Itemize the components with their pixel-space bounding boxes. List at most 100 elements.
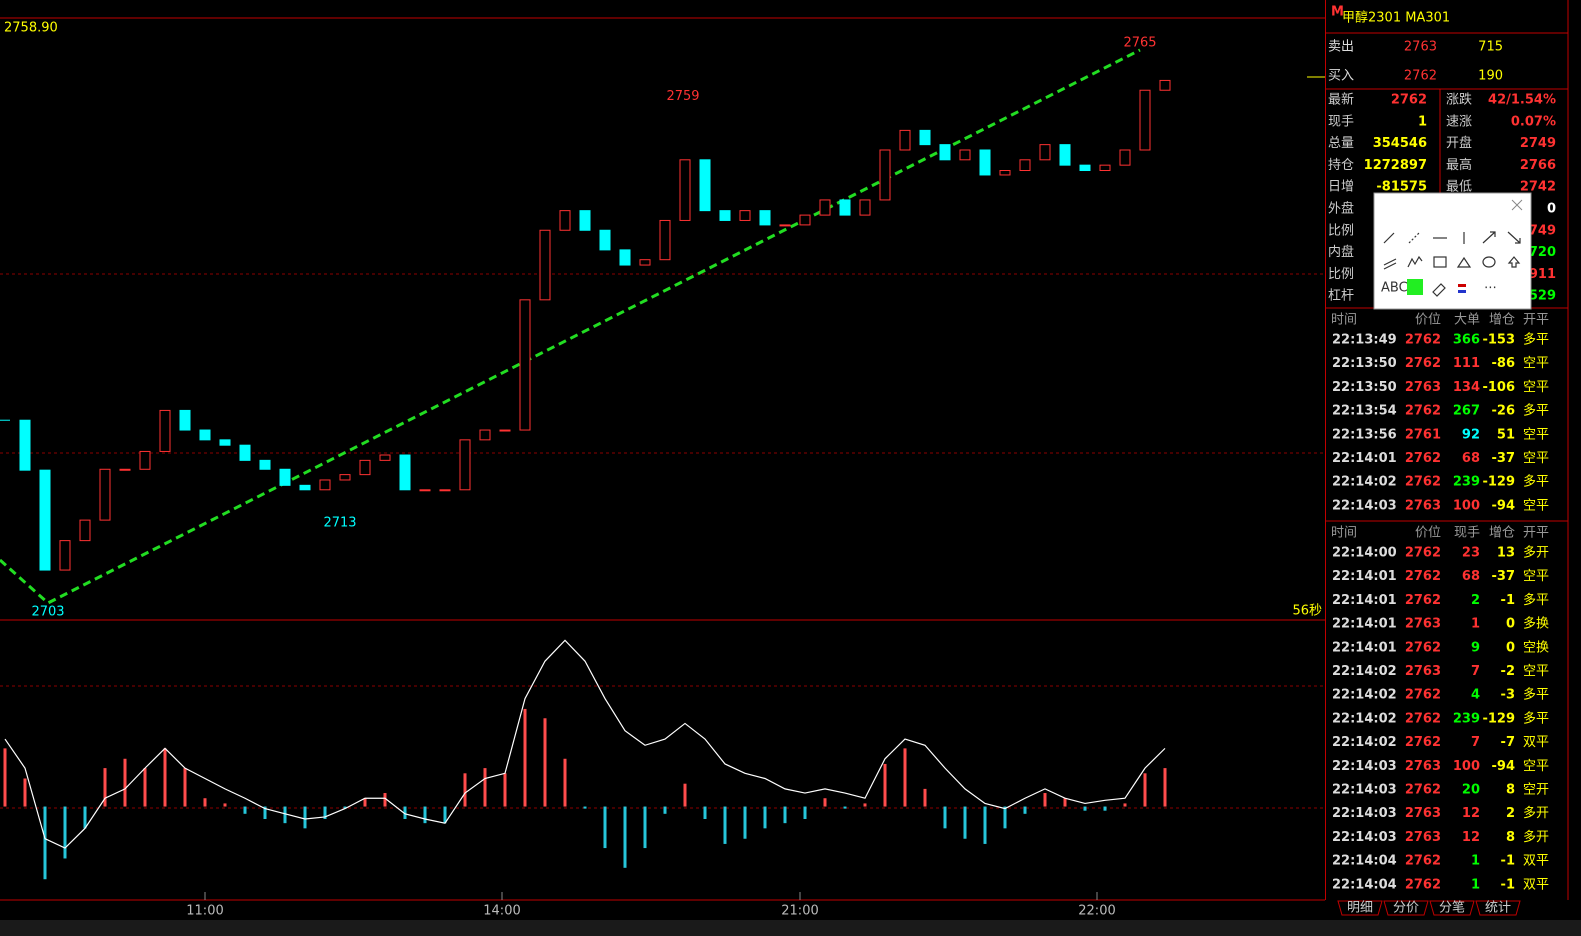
tool-flag[interactable] — [1458, 284, 1466, 287]
macd-bar — [1063, 798, 1067, 807]
candle — [899, 129, 911, 151]
table-cell: 22:13:50 — [1332, 380, 1397, 395]
macd-bar — [863, 803, 867, 807]
price-annotation: 2759 — [666, 89, 699, 104]
candle — [1079, 164, 1091, 172]
tab[interactable]: 明细 — [1347, 901, 1373, 916]
macd-bar — [1163, 768, 1167, 807]
table-cell: 2763 — [1405, 617, 1441, 632]
tool-flag[interactable] — [1458, 290, 1466, 293]
macd-bar — [1143, 773, 1147, 807]
tab-shape[interactable] — [1337, 900, 1383, 916]
candle — [399, 454, 411, 491]
table-cell: 2762 — [1405, 356, 1441, 371]
table-cell: 51 — [1497, 427, 1515, 442]
quote-label: 开盘 — [1446, 135, 1472, 151]
table-header: 现手 — [1454, 526, 1480, 541]
candle — [539, 229, 551, 301]
table-cell: -37 — [1492, 569, 1516, 584]
quote-label: 涨跌 — [1446, 92, 1472, 108]
tool-channel[interactable] — [1383, 258, 1397, 270]
tool-line[interactable] — [1383, 232, 1395, 244]
table-cell: 22:14:02 — [1332, 735, 1397, 750]
table-cell: -94 — [1492, 498, 1516, 513]
macd-bar — [1023, 806, 1027, 814]
tab[interactable]: 分笔 — [1439, 900, 1465, 916]
candle — [879, 149, 891, 201]
table-cell: 22:14:03 — [1332, 806, 1397, 821]
candle — [319, 479, 331, 491]
table-cell: 2763 — [1405, 664, 1441, 679]
table-cell: -3 — [1501, 688, 1515, 703]
table-cell: 空平 — [1523, 759, 1549, 774]
tool-eraser[interactable] — [1432, 283, 1446, 297]
table-cell: 7 — [1471, 735, 1480, 750]
tab-shape[interactable] — [1475, 900, 1521, 916]
table-cell: 空平 — [1523, 664, 1549, 679]
candle — [619, 249, 631, 266]
table-cell: 2762 — [1405, 451, 1441, 466]
tool-ellipse[interactable] — [1482, 256, 1496, 268]
candle — [519, 299, 531, 431]
candle — [719, 210, 731, 221]
tab-shape[interactable] — [1383, 900, 1429, 916]
table-cell: 22:14:04 — [1332, 877, 1397, 892]
tool-more[interactable]: ⋯ — [1484, 281, 1497, 296]
candle — [219, 439, 231, 446]
table-cell: 22:14:02 — [1332, 475, 1397, 490]
table-cell: 366 — [1453, 333, 1480, 348]
candle — [1159, 79, 1171, 91]
macd-bar — [203, 798, 207, 807]
macd-bar — [643, 806, 647, 849]
table-cell: 1 — [1471, 877, 1480, 892]
tool-rect[interactable] — [1433, 256, 1447, 268]
table-cell: 22:14:03 — [1332, 759, 1397, 774]
tool-text[interactable]: ABC — [1381, 281, 1408, 296]
tab-shape[interactable] — [1429, 900, 1475, 916]
macd-bar — [943, 806, 947, 829]
table-cell: 8 — [1506, 830, 1515, 845]
table-header: 开平 — [1523, 526, 1549, 541]
candle — [1099, 164, 1111, 172]
table-cell: 100 — [1453, 498, 1480, 513]
quote-value: -81575 — [1376, 180, 1427, 195]
tool-arrow-down[interactable] — [1507, 231, 1521, 244]
contract-title: 甲醇2301 MA301 — [1342, 10, 1450, 26]
tool-wave[interactable] — [1407, 255, 1423, 268]
table-header: 增仓 — [1489, 313, 1515, 328]
quote-value: 354546 — [1373, 136, 1427, 151]
tool-arrow[interactable] — [1482, 231, 1496, 244]
table-cell: 22:14:03 — [1332, 783, 1397, 798]
candle — [359, 459, 371, 476]
macd-bar — [823, 798, 827, 807]
table-cell: 双平 — [1523, 877, 1549, 892]
marker-box — [1328, 5, 1340, 19]
table-cell: 22:14:01 — [1332, 593, 1397, 608]
quote-price: 2763 — [1404, 40, 1437, 55]
table-cell: 68 — [1462, 569, 1480, 584]
table-cell: -106 — [1482, 380, 1515, 395]
table-cell: 2762 — [1405, 404, 1441, 419]
macd-bar — [123, 758, 127, 807]
table-cell: 2761 — [1405, 427, 1441, 442]
macd-bar — [3, 748, 7, 807]
candle — [119, 468, 131, 471]
quote-value: 2749 — [1520, 136, 1556, 151]
table-cell: 多平 — [1523, 403, 1549, 419]
table-header: 时间 — [1331, 526, 1357, 541]
macd-bar — [263, 806, 267, 819]
macd-bar — [883, 763, 887, 807]
tool-color[interactable] — [1407, 279, 1423, 295]
quote-label: 比例 — [1328, 267, 1354, 282]
table-cell: -2 — [1501, 664, 1515, 679]
tab[interactable]: 统计 — [1485, 901, 1511, 916]
tool-triangle[interactable] — [1456, 256, 1472, 268]
macd-bar — [23, 778, 27, 807]
tab[interactable]: 分价 — [1393, 901, 1419, 916]
macd-bar — [923, 788, 927, 807]
table-cell: -129 — [1482, 475, 1515, 490]
close-button[interactable] — [1511, 199, 1523, 211]
table-cell: -86 — [1492, 356, 1516, 371]
tool-up[interactable] — [1507, 256, 1521, 268]
table-cell: 2762 — [1405, 877, 1441, 892]
